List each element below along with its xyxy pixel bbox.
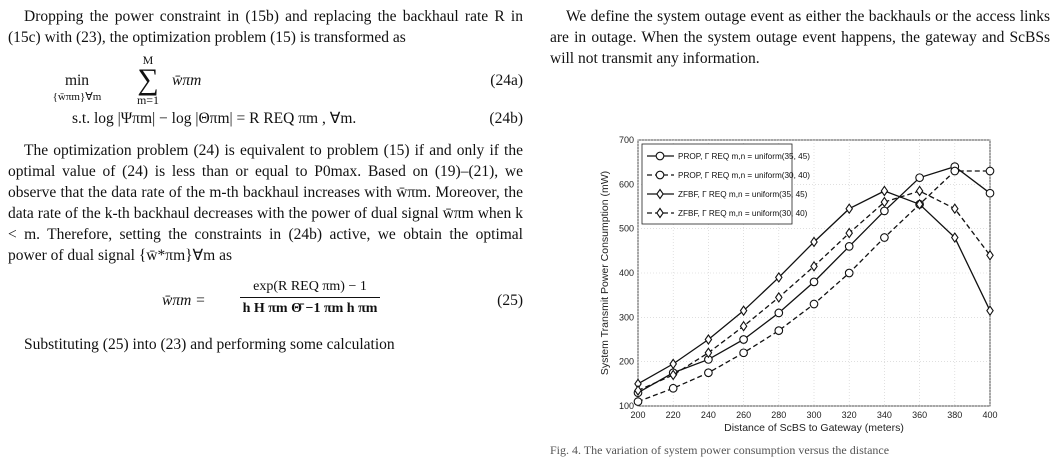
y-tick-label: 300 [619, 312, 634, 322]
legend-entry-3: ZFBF, Γ REQ m,n = uniform(35, 45) [678, 190, 808, 199]
eq25-number: (25) [497, 292, 523, 309]
data-point-s3 [774, 271, 783, 283]
y-tick-label: 400 [619, 268, 634, 278]
x-tick-label: 400 [982, 410, 997, 420]
data-point-s4 [704, 347, 713, 359]
eq24b-text: s.t. log |Ψπm| − log |Θπm| = R REQ πm , … [72, 110, 357, 127]
y-tick-label: 600 [619, 179, 634, 189]
x-axis-label: Distance of ScBS to Gateway (meters) [724, 422, 904, 434]
y-tick-label: 500 [619, 224, 634, 234]
data-point-s2 [844, 268, 854, 278]
eq25-numerator: exp(R REQ πm) − 1 [240, 276, 380, 298]
data-point-s3 [880, 185, 889, 197]
x-tick-label: 200 [630, 410, 645, 420]
x-tick-label: 220 [666, 410, 681, 420]
data-point-s2 [809, 299, 819, 309]
y-tick-label: 100 [619, 401, 634, 411]
right-column: We define the system outage event as eit… [550, 6, 1050, 69]
data-point-s1 [880, 206, 889, 216]
left-column: Dropping the power constraint in (15b) a… [8, 6, 523, 355]
eq24b-number: (24b) [489, 110, 523, 127]
legend-box [641, 143, 793, 225]
paragraph-2: The optimization problem (24) is equival… [8, 142, 523, 264]
data-point-s3 [915, 198, 924, 210]
right-paragraph-1: We define the system outage event as eit… [550, 8, 1050, 67]
data-point-s4 [845, 227, 854, 239]
x-tick-label: 340 [877, 410, 892, 420]
eq25-denominator: h H πm Θ̄ −1 πm h πm [242, 301, 378, 316]
data-point-s2 [985, 166, 995, 176]
data-point-s3 [810, 236, 818, 248]
eq24a-sum-top: M [142, 53, 154, 67]
data-point-s1 [739, 335, 748, 344]
data-point-s4 [915, 185, 924, 197]
y-axis-label: System Transmit Power Consumption (mW) [599, 171, 611, 375]
data-point-s4 [880, 196, 889, 208]
legend-marker-4 [656, 207, 664, 219]
x-tick-label: 300 [806, 410, 821, 420]
x-tick-label: 320 [842, 410, 857, 420]
x-tick-label: 280 [771, 410, 786, 420]
data-point-s2 [739, 348, 748, 358]
legend-marker-1 [655, 151, 665, 161]
eq24a-sub: {w̄πm}∀m [52, 91, 102, 103]
data-point-s1 [844, 242, 854, 251]
legend-entry-1: PROP, Γ REQ m,n = uniform(35, 45) [678, 152, 810, 161]
x-tick-label: 240 [701, 410, 716, 420]
figure-caption: Fig. 4. The variation of system power co… [550, 443, 890, 457]
equation-25: w̄πm = exp(R REQ πm) − 1 h H πm Θ̄ −1 πm… [8, 272, 523, 328]
eq24a-op: min [64, 72, 90, 89]
data-point-s1 [915, 173, 924, 183]
data-point-s2 [880, 233, 889, 242]
legend-marker-2 [655, 170, 665, 180]
data-point-s1 [774, 308, 784, 318]
eq24a-body: w̄πm [172, 72, 202, 89]
x-tick-label: 260 [736, 410, 751, 420]
equation-24b: s.t. log |Ψπm| − log |Θπm| = R REQ πm , … [8, 104, 523, 134]
y-tick-label: 700 [619, 135, 634, 145]
data-point-s4 [810, 260, 818, 272]
data-point-s3 [669, 358, 678, 370]
legend-entry-2: PROP, Γ REQ m,n = uniform(30, 40) [678, 171, 810, 180]
data-point-s3 [950, 232, 959, 243]
data-point-s2 [774, 326, 784, 335]
legend-marker-3 [656, 188, 664, 200]
paragraph-1: Dropping the power constraint in (15b) a… [8, 8, 523, 46]
power-consumption-chart: 200 220 240 260 280 300 320 340 360 380 4001002003… [599, 135, 998, 434]
data-point-s4 [950, 203, 959, 215]
data-point-s4 [634, 385, 642, 396]
data-point-s3 [845, 203, 854, 215]
data-point-s2 [950, 166, 960, 176]
data-point-s2 [633, 397, 643, 406]
legend-entry-4: ZFBF, Γ REQ m,n = uniform(30, 40) [678, 209, 808, 218]
data-point-s2 [668, 383, 678, 393]
y-tick-label: 200 [619, 357, 634, 367]
eq24a-number: (24a) [490, 72, 523, 89]
data-point-s1 [809, 277, 819, 287]
data-point-s3 [739, 305, 748, 317]
data-point-s3 [986, 305, 994, 317]
data-point-s4 [774, 291, 783, 303]
data-point-s3 [704, 334, 713, 345]
x-tick-label: 380 [947, 410, 962, 420]
eq25-lhs: w̄πm = [162, 292, 206, 309]
data-point-s4 [669, 369, 678, 381]
data-point-s2 [704, 368, 713, 378]
paragraph-3: Substituting (25) into (23) and performi… [24, 336, 395, 353]
equation-24a: min {w̄πm}∀m M ∑ m=1 w̄πm (24a) [8, 53, 523, 107]
data-point-s4 [986, 249, 994, 261]
data-point-s1 [985, 188, 995, 198]
data-point-s4 [739, 320, 748, 332]
eq24a-sum-bottom: m=1 [136, 93, 160, 107]
x-tick-label: 360 [912, 410, 927, 420]
